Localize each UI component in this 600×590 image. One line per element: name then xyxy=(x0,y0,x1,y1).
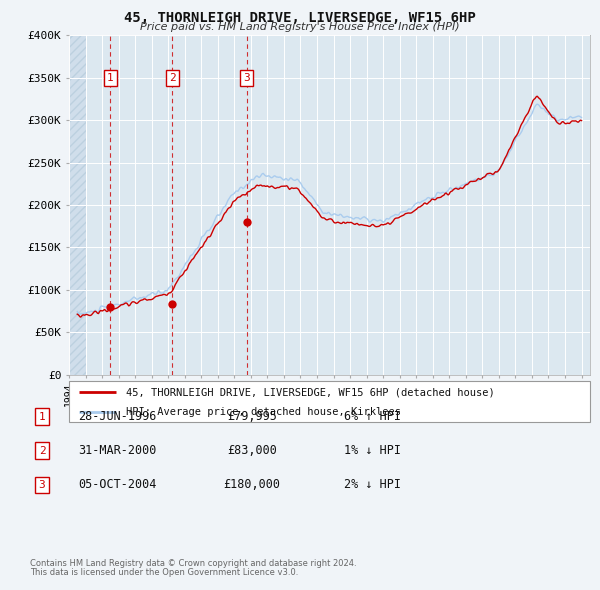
Text: 31-MAR-2000: 31-MAR-2000 xyxy=(78,444,156,457)
Text: 6% ↑ HPI: 6% ↑ HPI xyxy=(343,410,401,423)
Text: Contains HM Land Registry data © Crown copyright and database right 2024.: Contains HM Land Registry data © Crown c… xyxy=(30,559,356,568)
Text: 2% ↓ HPI: 2% ↓ HPI xyxy=(343,478,401,491)
Text: 2: 2 xyxy=(169,73,176,83)
Text: 45, THORNLEIGH DRIVE, LIVERSEDGE, WF15 6HP (detached house): 45, THORNLEIGH DRIVE, LIVERSEDGE, WF15 6… xyxy=(126,387,495,397)
Text: 1: 1 xyxy=(38,412,46,421)
Text: 45, THORNLEIGH DRIVE, LIVERSEDGE, WF15 6HP: 45, THORNLEIGH DRIVE, LIVERSEDGE, WF15 6… xyxy=(124,11,476,25)
Text: 1: 1 xyxy=(107,73,113,83)
Text: 1% ↓ HPI: 1% ↓ HPI xyxy=(343,444,401,457)
Text: £180,000: £180,000 xyxy=(223,478,281,491)
Text: 28-JUN-1996: 28-JUN-1996 xyxy=(78,410,156,423)
Bar xyxy=(69,35,86,375)
Text: 3: 3 xyxy=(38,480,46,490)
Text: HPI: Average price, detached house, Kirklees: HPI: Average price, detached house, Kirk… xyxy=(126,407,401,417)
Text: 3: 3 xyxy=(244,73,250,83)
Text: This data is licensed under the Open Government Licence v3.0.: This data is licensed under the Open Gov… xyxy=(30,568,298,577)
Text: Price paid vs. HM Land Registry's House Price Index (HPI): Price paid vs. HM Land Registry's House … xyxy=(140,22,460,32)
Text: £83,000: £83,000 xyxy=(227,444,277,457)
Text: 05-OCT-2004: 05-OCT-2004 xyxy=(78,478,156,491)
Text: £79,995: £79,995 xyxy=(227,410,277,423)
Text: 2: 2 xyxy=(38,446,46,455)
